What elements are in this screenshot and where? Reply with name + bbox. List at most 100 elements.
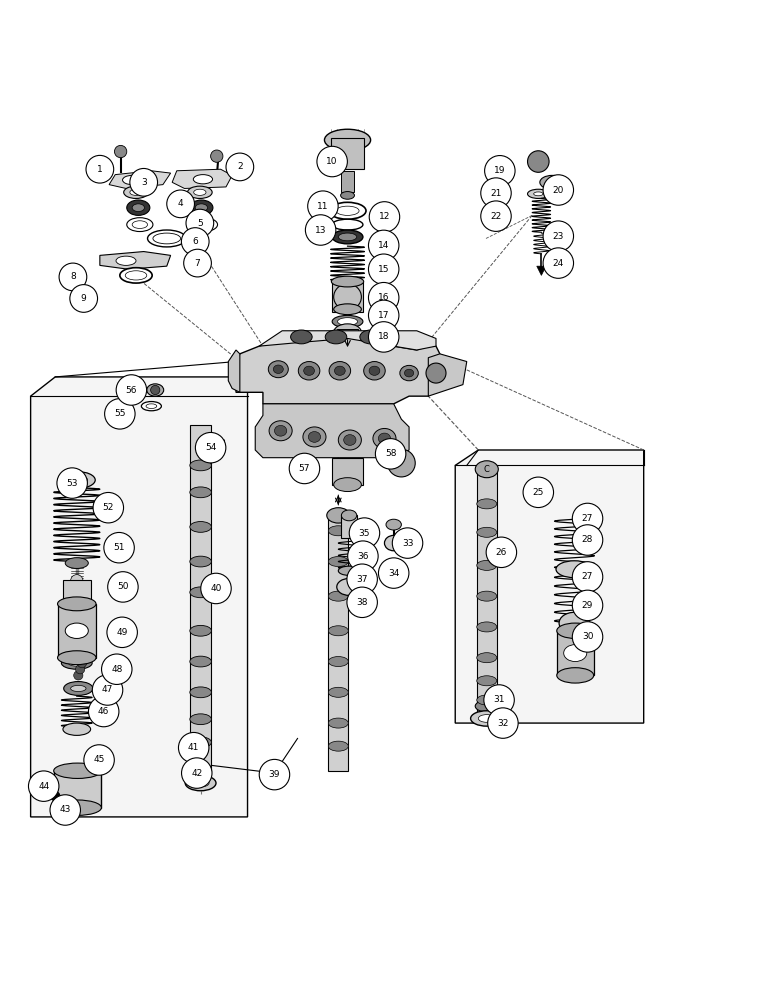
- Ellipse shape: [477, 695, 496, 705]
- Ellipse shape: [400, 365, 418, 381]
- Circle shape: [572, 503, 603, 534]
- Ellipse shape: [120, 268, 152, 283]
- Circle shape: [107, 617, 137, 648]
- Circle shape: [368, 254, 399, 284]
- Text: 53: 53: [66, 479, 78, 488]
- Ellipse shape: [332, 230, 363, 244]
- Circle shape: [485, 156, 515, 186]
- Ellipse shape: [547, 179, 557, 185]
- Ellipse shape: [327, 508, 350, 523]
- Circle shape: [290, 453, 320, 484]
- Circle shape: [488, 708, 518, 738]
- Text: 55: 55: [114, 409, 126, 418]
- Text: 19: 19: [494, 166, 506, 175]
- Text: 17: 17: [378, 311, 389, 320]
- Circle shape: [481, 178, 511, 208]
- Text: 1: 1: [97, 165, 103, 174]
- Ellipse shape: [384, 535, 403, 551]
- Circle shape: [368, 322, 399, 352]
- Ellipse shape: [328, 591, 348, 601]
- Ellipse shape: [339, 334, 356, 343]
- Text: 4: 4: [178, 199, 184, 208]
- Ellipse shape: [328, 657, 348, 667]
- Ellipse shape: [54, 800, 101, 815]
- Ellipse shape: [476, 700, 498, 712]
- Ellipse shape: [146, 404, 157, 408]
- Ellipse shape: [388, 569, 399, 577]
- Circle shape: [543, 221, 574, 251]
- Text: 48: 48: [111, 665, 123, 674]
- Text: 50: 50: [117, 582, 129, 591]
- Ellipse shape: [556, 561, 593, 578]
- Circle shape: [481, 201, 511, 231]
- Text: 52: 52: [103, 503, 114, 512]
- Ellipse shape: [426, 363, 446, 383]
- Ellipse shape: [290, 330, 312, 344]
- Ellipse shape: [334, 324, 361, 341]
- Circle shape: [306, 215, 336, 245]
- Circle shape: [368, 282, 399, 313]
- Ellipse shape: [190, 737, 212, 748]
- Ellipse shape: [337, 578, 361, 595]
- Circle shape: [523, 477, 554, 508]
- Ellipse shape: [336, 206, 359, 215]
- Ellipse shape: [273, 365, 283, 373]
- Circle shape: [86, 155, 113, 183]
- Ellipse shape: [334, 366, 345, 375]
- Ellipse shape: [328, 741, 348, 751]
- Ellipse shape: [369, 366, 380, 375]
- Circle shape: [186, 209, 214, 237]
- Text: 27: 27: [582, 572, 593, 581]
- Text: 42: 42: [191, 769, 202, 778]
- Circle shape: [151, 385, 160, 395]
- Ellipse shape: [471, 711, 503, 726]
- Ellipse shape: [325, 330, 347, 344]
- Ellipse shape: [360, 330, 381, 344]
- Polygon shape: [172, 169, 232, 188]
- Circle shape: [181, 228, 209, 255]
- Circle shape: [178, 732, 209, 763]
- Ellipse shape: [197, 221, 211, 228]
- Ellipse shape: [533, 192, 543, 196]
- Circle shape: [369, 202, 400, 232]
- Polygon shape: [109, 171, 171, 188]
- Bar: [58, 604, 96, 658]
- Ellipse shape: [58, 651, 96, 665]
- Ellipse shape: [194, 189, 206, 195]
- Ellipse shape: [477, 527, 496, 537]
- Ellipse shape: [123, 175, 142, 185]
- Ellipse shape: [66, 558, 88, 568]
- Ellipse shape: [477, 676, 496, 686]
- Circle shape: [93, 675, 123, 705]
- Circle shape: [347, 541, 378, 571]
- Text: 32: 32: [497, 719, 509, 728]
- Ellipse shape: [540, 175, 564, 189]
- Text: 21: 21: [490, 189, 502, 198]
- Circle shape: [347, 587, 378, 618]
- Bar: [341, 171, 354, 192]
- Ellipse shape: [477, 591, 496, 601]
- Circle shape: [543, 248, 574, 278]
- Ellipse shape: [332, 315, 363, 328]
- Ellipse shape: [378, 433, 391, 444]
- Text: 20: 20: [553, 186, 564, 195]
- Circle shape: [73, 671, 83, 680]
- Circle shape: [378, 558, 409, 588]
- Ellipse shape: [328, 557, 348, 567]
- Text: 54: 54: [205, 443, 216, 452]
- Text: 6: 6: [192, 237, 198, 246]
- Ellipse shape: [59, 472, 95, 488]
- Text: 40: 40: [210, 584, 222, 593]
- Circle shape: [484, 685, 514, 715]
- Text: 47: 47: [102, 685, 113, 694]
- Ellipse shape: [190, 460, 212, 471]
- Ellipse shape: [328, 626, 348, 636]
- Circle shape: [368, 300, 399, 331]
- Ellipse shape: [124, 186, 148, 198]
- Text: C: C: [484, 465, 489, 474]
- Ellipse shape: [190, 763, 212, 775]
- Ellipse shape: [364, 362, 385, 380]
- Circle shape: [211, 150, 223, 162]
- Text: 57: 57: [299, 464, 310, 473]
- Ellipse shape: [527, 189, 549, 198]
